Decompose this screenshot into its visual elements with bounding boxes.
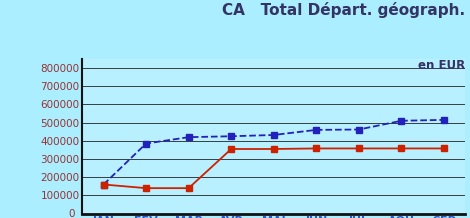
- Text: 0: 0: [68, 209, 75, 218]
- Text: CA   Total Départ. géograph.: CA Total Départ. géograph.: [222, 2, 465, 18]
- Text: en EUR: en EUR: [418, 59, 465, 72]
